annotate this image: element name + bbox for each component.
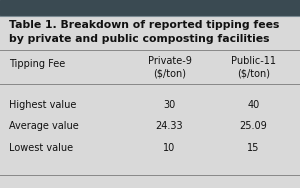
Text: Private-9
($/ton): Private-9 ($/ton) bbox=[148, 56, 191, 79]
Text: Highest value: Highest value bbox=[9, 100, 76, 110]
Text: 25.09: 25.09 bbox=[240, 121, 267, 131]
Text: 30: 30 bbox=[164, 100, 175, 110]
Text: Tipping Fee: Tipping Fee bbox=[9, 59, 65, 69]
Text: 10: 10 bbox=[164, 143, 175, 153]
Text: 24.33: 24.33 bbox=[156, 121, 183, 131]
Text: 40: 40 bbox=[248, 100, 260, 110]
Bar bbox=[0, 0, 300, 15]
Text: by private and public composting facilities: by private and public composting facilit… bbox=[9, 34, 269, 44]
Text: Table 1. Breakdown of reported tipping fees: Table 1. Breakdown of reported tipping f… bbox=[9, 20, 279, 30]
Text: Public-11
($/ton): Public-11 ($/ton) bbox=[231, 56, 276, 79]
Text: Lowest value: Lowest value bbox=[9, 143, 73, 153]
Text: Average value: Average value bbox=[9, 121, 79, 131]
Text: 15: 15 bbox=[247, 143, 260, 153]
